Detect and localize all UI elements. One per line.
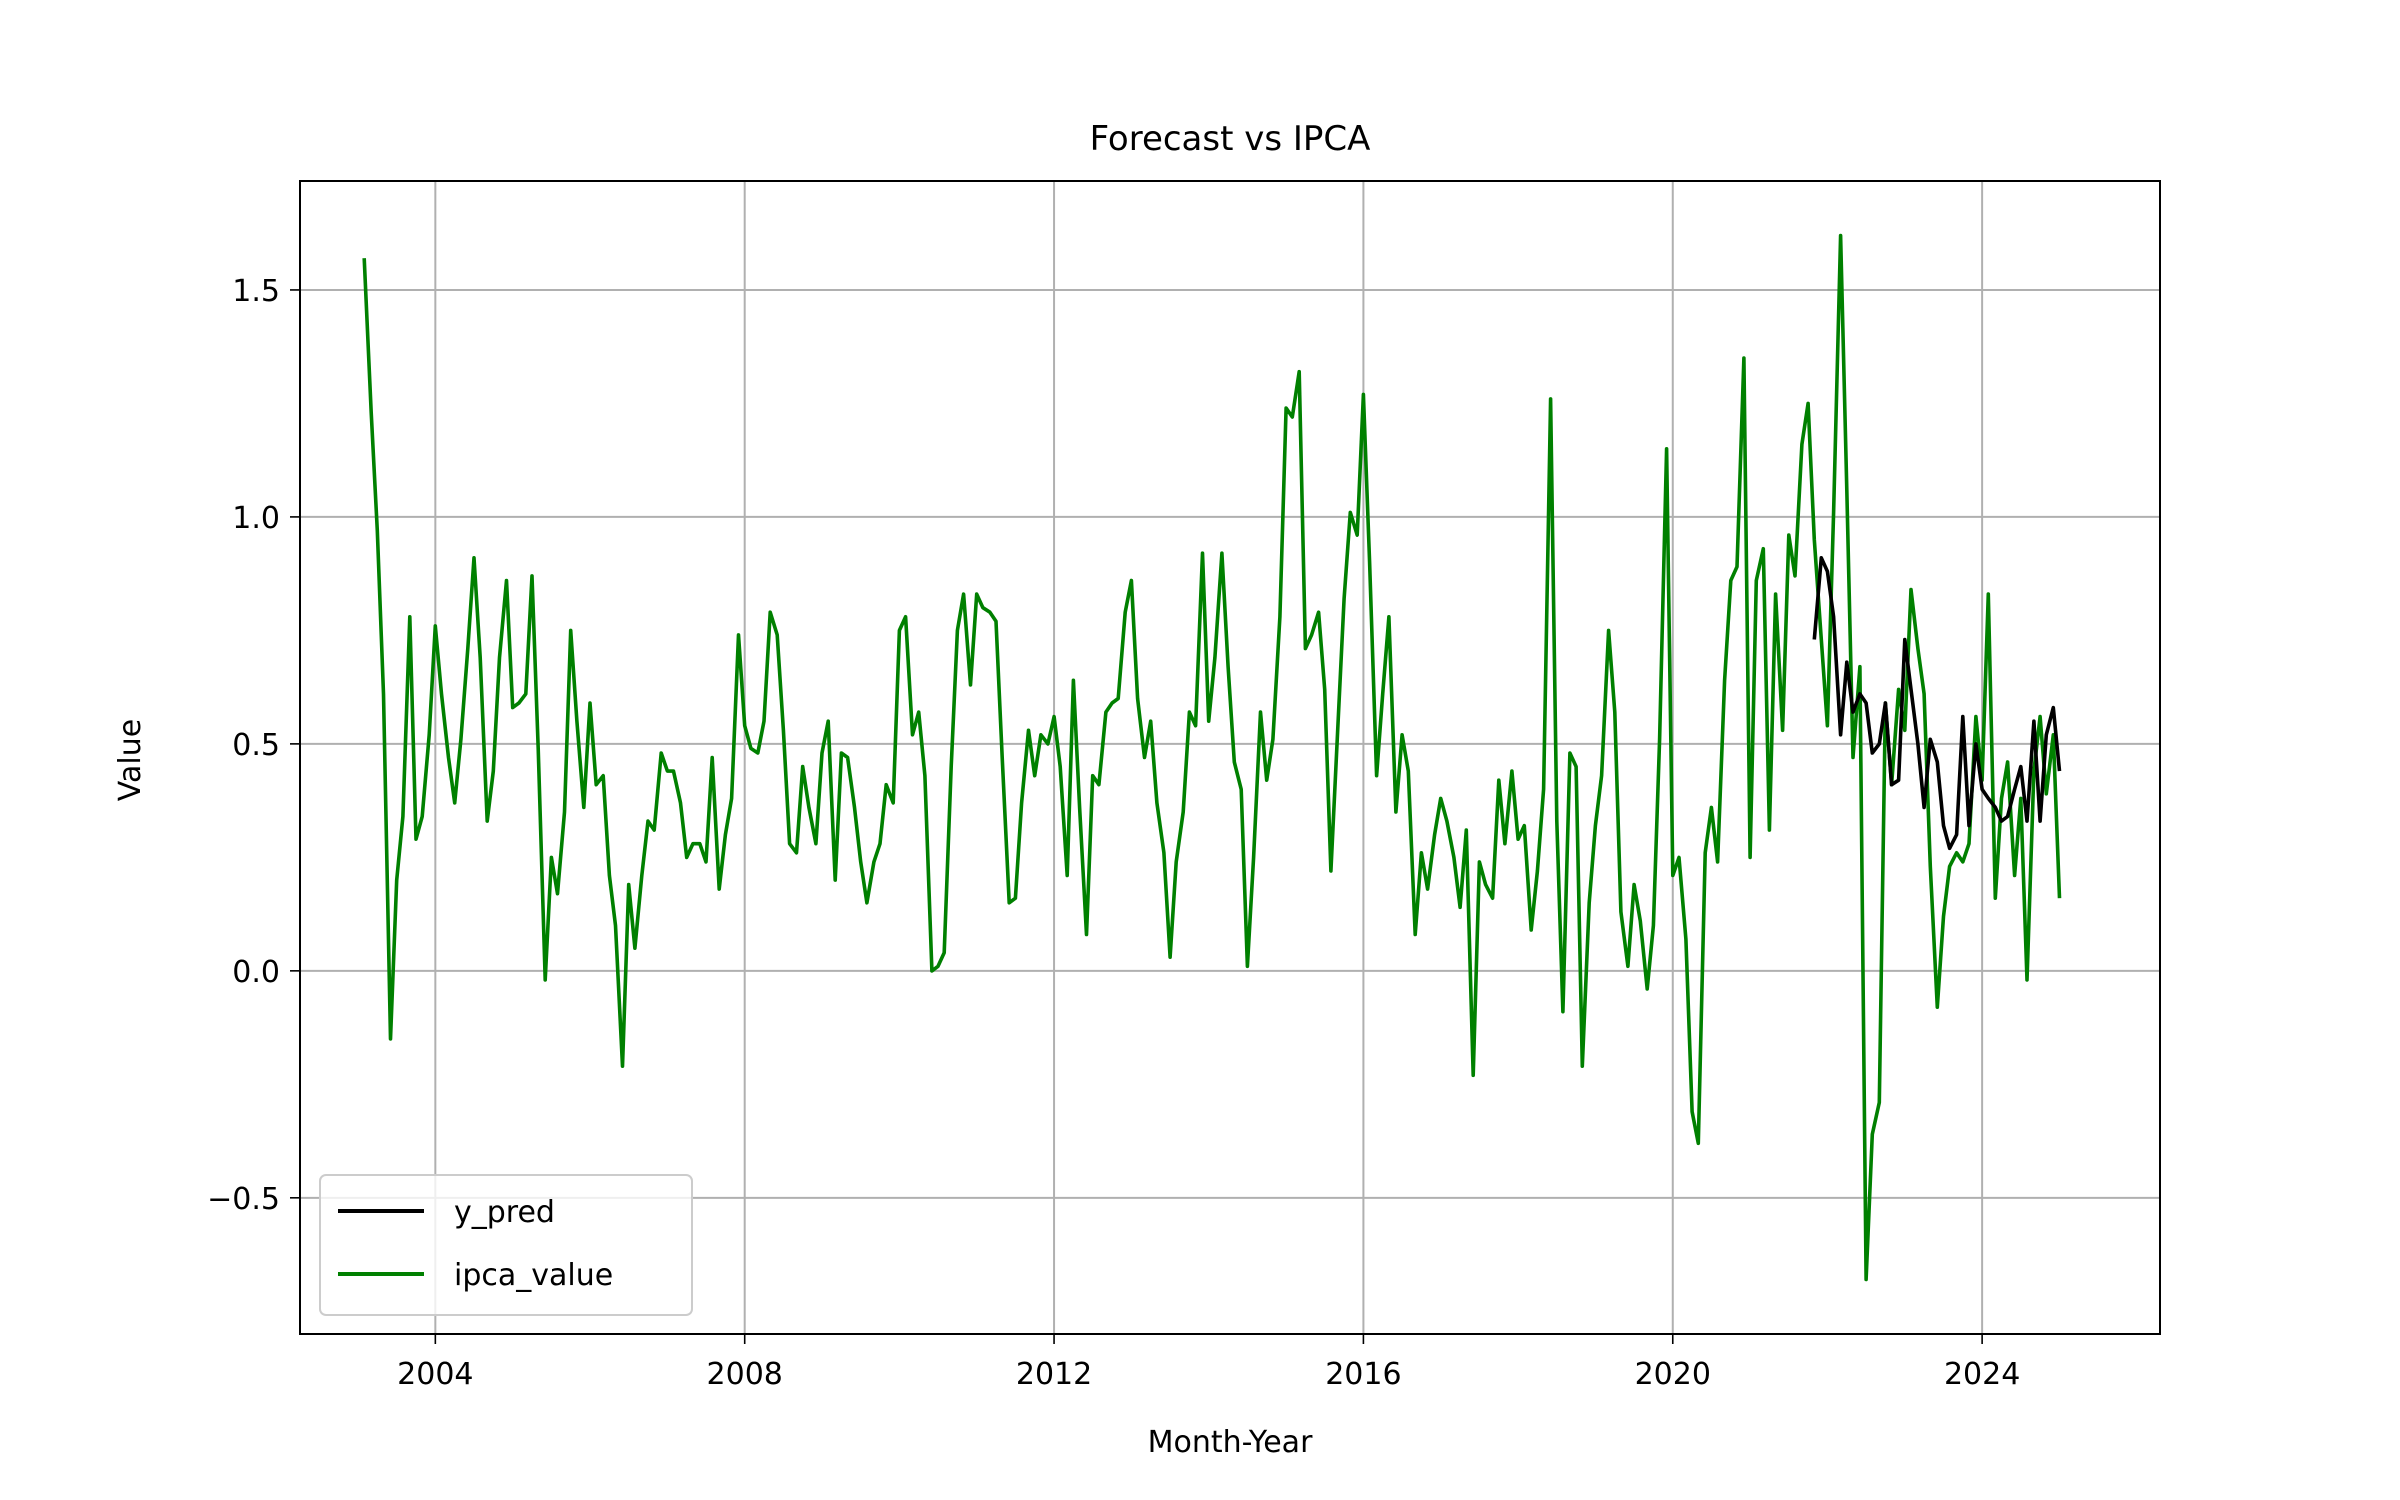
y-tick-label: 1.0 — [232, 501, 280, 536]
legend: y_pred ipca_value — [319, 1174, 693, 1316]
series-line-y-pred — [1812, 555, 2062, 851]
y-tick-label: 0.0 — [232, 955, 280, 990]
grid — [300, 181, 2160, 1334]
x-tick-label: 2008 — [707, 1357, 783, 1392]
chart-title: Forecast vs IPCA — [1090, 119, 1371, 159]
x-axis-label: Month-Year — [1148, 1425, 1313, 1460]
x-tick-label: 2016 — [1325, 1357, 1401, 1392]
x-axis: 2004 2008 2012 2016 2020 2024 — [397, 1334, 2020, 1392]
y-axis: −0.5 0.0 0.5 1.0 1.5 — [207, 274, 300, 1217]
y-tick-label: 1.5 — [232, 274, 280, 309]
legend-label-y-pred: y_pred — [454, 1195, 555, 1230]
series-line-ipca-value — [362, 233, 2062, 1282]
series-layer — [362, 233, 2062, 1282]
y-tick-label: 0.5 — [232, 728, 280, 763]
x-tick-label: 2004 — [397, 1357, 473, 1392]
plot-frame — [299, 180, 2161, 1335]
y-tick-label: −0.5 — [207, 1182, 280, 1217]
x-tick-label: 2024 — [1944, 1357, 2020, 1392]
x-tick-label: 2020 — [1635, 1357, 1711, 1392]
y-axis-label: Value — [113, 719, 148, 801]
x-tick-label: 2012 — [1016, 1357, 1092, 1392]
legend-label-ipca-value: ipca_value — [454, 1258, 613, 1293]
